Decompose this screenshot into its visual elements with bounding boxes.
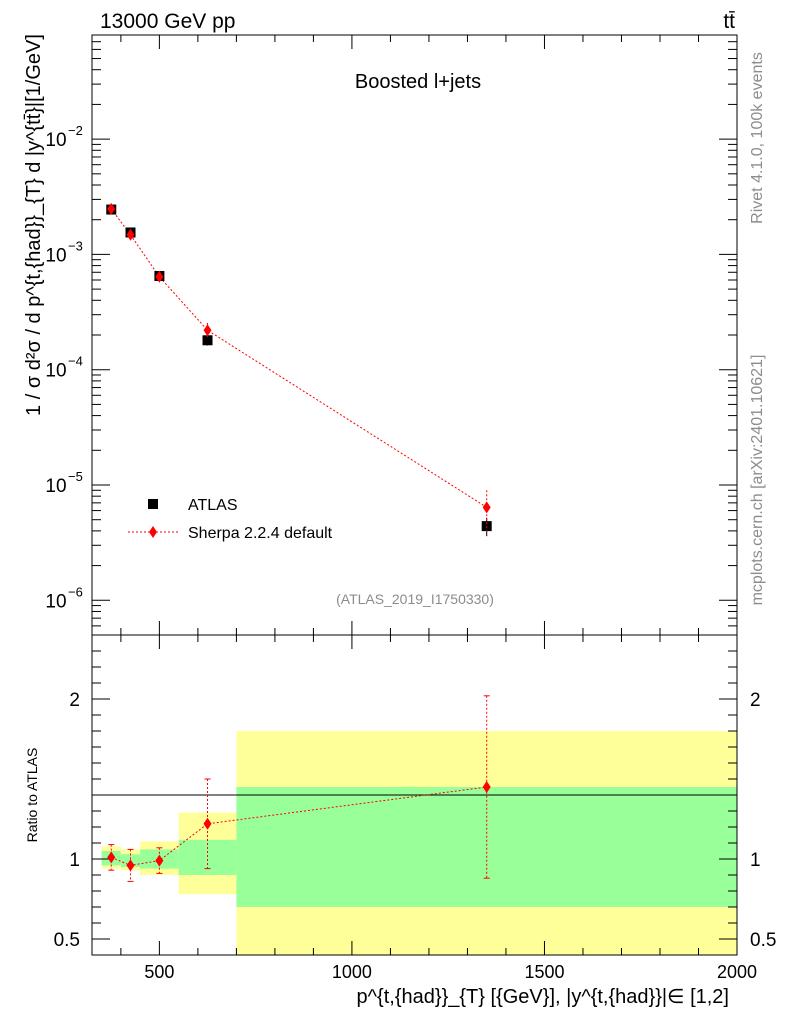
- y-tick-label-ratio-right: 1: [750, 850, 761, 871]
- x-tick-label: 1500: [524, 962, 564, 982]
- chart-title: Boosted l+jets: [355, 71, 481, 93]
- y-tick-label-top-exponent: −4: [68, 354, 83, 369]
- y-tick-label-top-exponent: −3: [68, 238, 83, 253]
- ratio-band-inner: [178, 839, 237, 875]
- mc-point: [482, 501, 491, 514]
- mc-point: [203, 324, 212, 337]
- y-tick-label-ratio: 2: [69, 690, 80, 711]
- y-axis-label-ratio: Ratio to ATLAS: [24, 748, 40, 843]
- y-tick-label-top: 10: [45, 476, 66, 497]
- data-point: [202, 335, 213, 346]
- x-tick-label: 1000: [332, 962, 372, 982]
- ratio-band-inner: [236, 787, 737, 907]
- ratio-point: [203, 817, 212, 830]
- mc-point: [126, 228, 135, 241]
- ratio-point: [482, 781, 491, 793]
- y-tick-label-top: 10: [45, 591, 66, 612]
- mc-point: [155, 270, 164, 283]
- y-tick-label-top: 10: [45, 361, 66, 382]
- legend: ATLAS Sherpa 2.2.4 default: [128, 497, 333, 542]
- y-tick-label-top: 10: [45, 130, 66, 151]
- mc-line: [110, 208, 487, 508]
- analysis-id-label: (ATLAS_2019_I1750330): [336, 591, 494, 607]
- legend-mc-marker: [149, 526, 157, 538]
- legend-data-label: ATLAS: [188, 497, 238, 514]
- header-energy-label: 13000 GeV pp: [100, 10, 235, 33]
- y-tick-label-ratio-right: 0.5: [750, 930, 776, 951]
- y-tick-label-top-exponent: −5: [68, 469, 83, 484]
- y-tick-label-top: 10: [45, 245, 66, 266]
- x-tick-label: 500: [144, 962, 174, 982]
- ratio-point: [126, 859, 135, 872]
- ratio-mc-line: [111, 786, 487, 866]
- header-process-label: tt̄: [723, 10, 735, 33]
- legend-mc-label: Sherpa 2.2.4 default: [188, 525, 333, 542]
- x-tick-label: 2000: [717, 962, 757, 982]
- ratio-panel: Ratio to ATLAS 2 2 1 1 0.5 0.5: [24, 634, 776, 956]
- main-panel-frame: [91, 34, 738, 636]
- ratio-point: [107, 851, 116, 864]
- x-axis-label: p^{t,{had}}_{T} [{GeV}], |y^{t,{had}}|∈ …: [357, 986, 729, 1008]
- y-tick-label-top-exponent: −6: [68, 584, 83, 599]
- y-tick-label-top-exponent: −2: [68, 123, 83, 138]
- mc-point: [107, 202, 116, 215]
- y-tick-label-ratio: 0.5: [54, 930, 80, 951]
- main-panel: Boosted l+jets (ATLAS_2019_I1750330) 1 /…: [23, 34, 738, 636]
- y-axis-label-top: 1 / σ d²σ / d p^{t,{had}}_{T} d |y^{tt̄}…: [23, 34, 45, 416]
- y-tick-label-ratio: 1: [69, 850, 80, 871]
- mcplots-url-label: mcplots.cern.ch [arXiv:2401.10621]: [749, 355, 766, 606]
- rivet-version-label: Rivet 4.1.0, 100k events: [749, 52, 766, 224]
- data-point: [481, 521, 492, 532]
- ratio-point: [155, 854, 164, 867]
- legend-data-marker: [148, 499, 158, 509]
- y-tick-label-ratio-right: 2: [750, 690, 761, 711]
